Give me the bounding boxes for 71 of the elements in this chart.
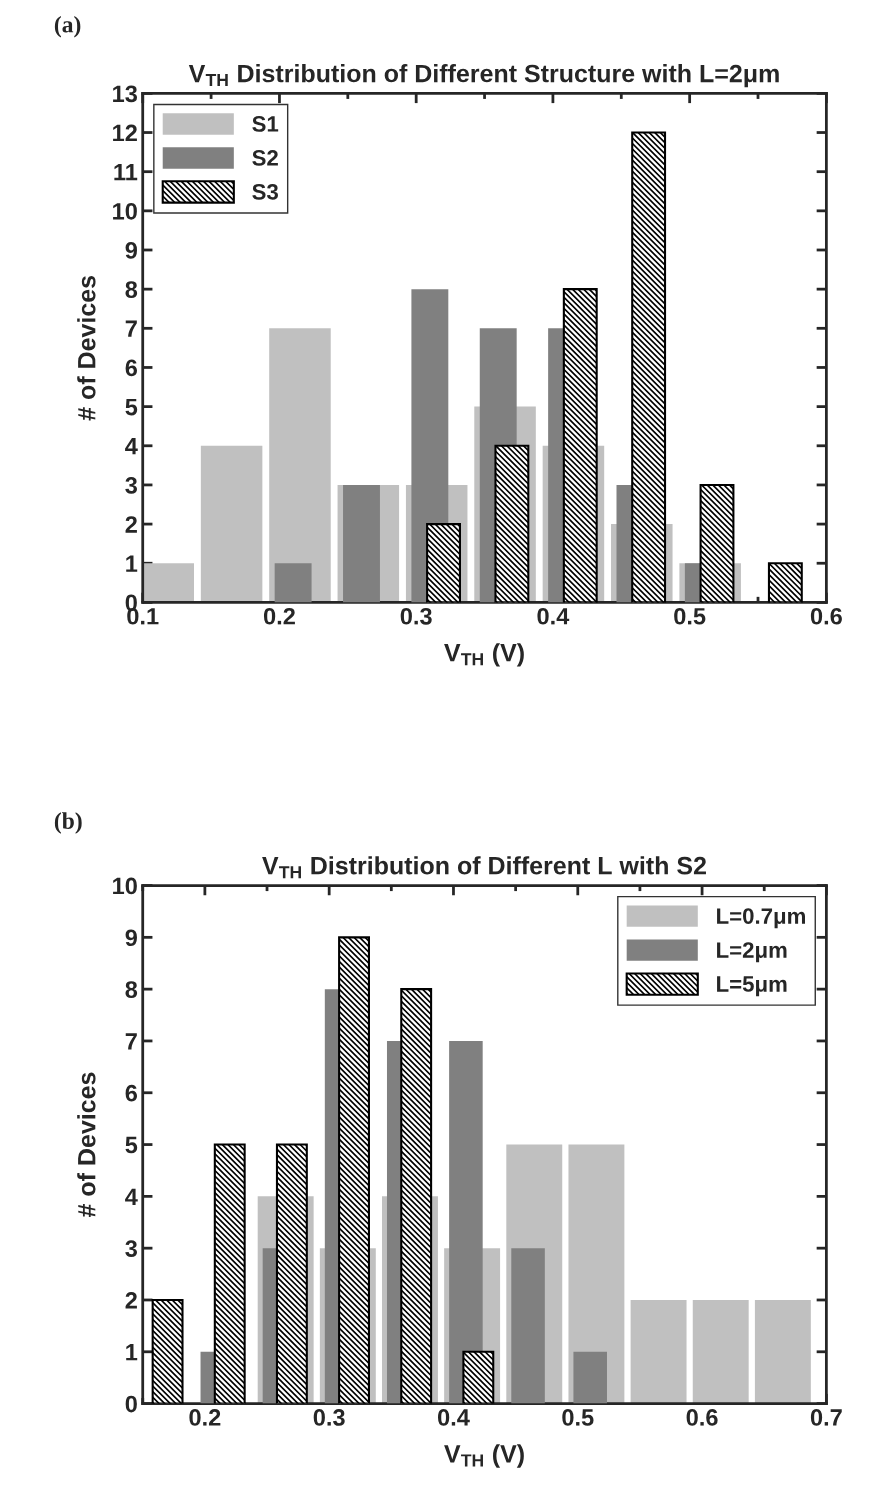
x-tick-label: 0.2 [263,607,295,625]
bar [213,1143,246,1404]
x-tick-label: 0.3 [400,607,432,625]
y-tick-label: 9 [125,242,137,259]
y-tick-label: 8 [125,281,138,298]
chart-title: V$_{TH}$ Distribution of Different L with S2 [262,856,706,879]
bar [462,1350,495,1404]
chart-title: V$_{TH}$ Distribution of Different Structure with L=2μm [188,64,779,88]
bar [343,484,380,603]
x-tick-label: 0.4 [438,1409,470,1426]
x-tick-label: 0.2 [189,1409,221,1426]
y-tick-label: 0 [125,1395,137,1413]
legend-label: L=5μm [717,976,787,997]
y-tick-label: 9 [125,929,137,947]
text: (a) [54,15,81,38]
bar [699,483,735,603]
x-tick-label: 0.5 [562,1409,594,1426]
bar [275,1143,308,1404]
y-tick-label: 1 [126,555,138,572]
y-tick-label: 6 [125,359,138,377]
y-tick-label: 1 [126,1344,138,1361]
bar [511,1248,545,1404]
x-tick-label: 0.6 [810,607,842,625]
text: (b) [54,812,82,834]
y-tick-label: 4 [125,438,138,455]
bar [562,288,598,603]
x-axis-title: V$_{TH}$ (V) [444,1444,524,1468]
x-tick-label: 0.7 [810,1409,842,1426]
bar [400,988,433,1404]
x-tick-label: 0.4 [537,607,570,625]
legend-label: S3 [252,183,278,200]
y-tick-label: 12 [113,124,137,142]
bar [338,936,370,1404]
y-axis-title: # of Devices [77,1072,96,1218]
y-tick-label: 7 [125,1033,137,1050]
legend-label: S1 [252,116,279,132]
bar [200,445,263,603]
x-tick-label: 0.5 [674,607,706,625]
y-tick-label: 5 [125,1136,138,1154]
bar [692,1299,749,1404]
y-tick-label: 7 [125,320,137,337]
bar [754,1299,811,1404]
bar [573,1351,607,1404]
y-tick-label: 10 [113,202,137,220]
y-tick-label: 8 [125,981,138,998]
y-tick-label: 2 [125,1292,137,1309]
bar [449,1040,483,1404]
y-tick-label: 6 [125,1084,138,1102]
y-tick-label: 13 [113,85,138,103]
bar [269,328,331,603]
bar [274,563,312,603]
x-tick-label: 0.6 [686,1409,718,1426]
y-tick-label: 10 [113,877,137,895]
legend-label: L=2μm [717,942,787,963]
bar [494,444,530,603]
legend-label: S2 [252,150,278,166]
y-axis-title: # of Devices [77,275,96,421]
y-tick-label: 3 [125,477,138,494]
bar [151,1298,184,1404]
y-tick-label: 5 [125,398,138,416]
x-axis-title: V$_{TH}$ (V) [444,643,524,667]
y-tick-label: 11 [114,164,138,181]
bar [767,562,803,603]
x-tick-label: 0.3 [313,1409,345,1426]
bar [630,1299,687,1404]
legend-label: L=0.7μm [717,908,805,929]
y-tick-label: 3 [125,1240,138,1257]
y-tick-label: 2 [125,516,137,533]
bar [631,131,667,603]
bar [426,523,461,603]
y-tick-label: 4 [125,1188,138,1205]
